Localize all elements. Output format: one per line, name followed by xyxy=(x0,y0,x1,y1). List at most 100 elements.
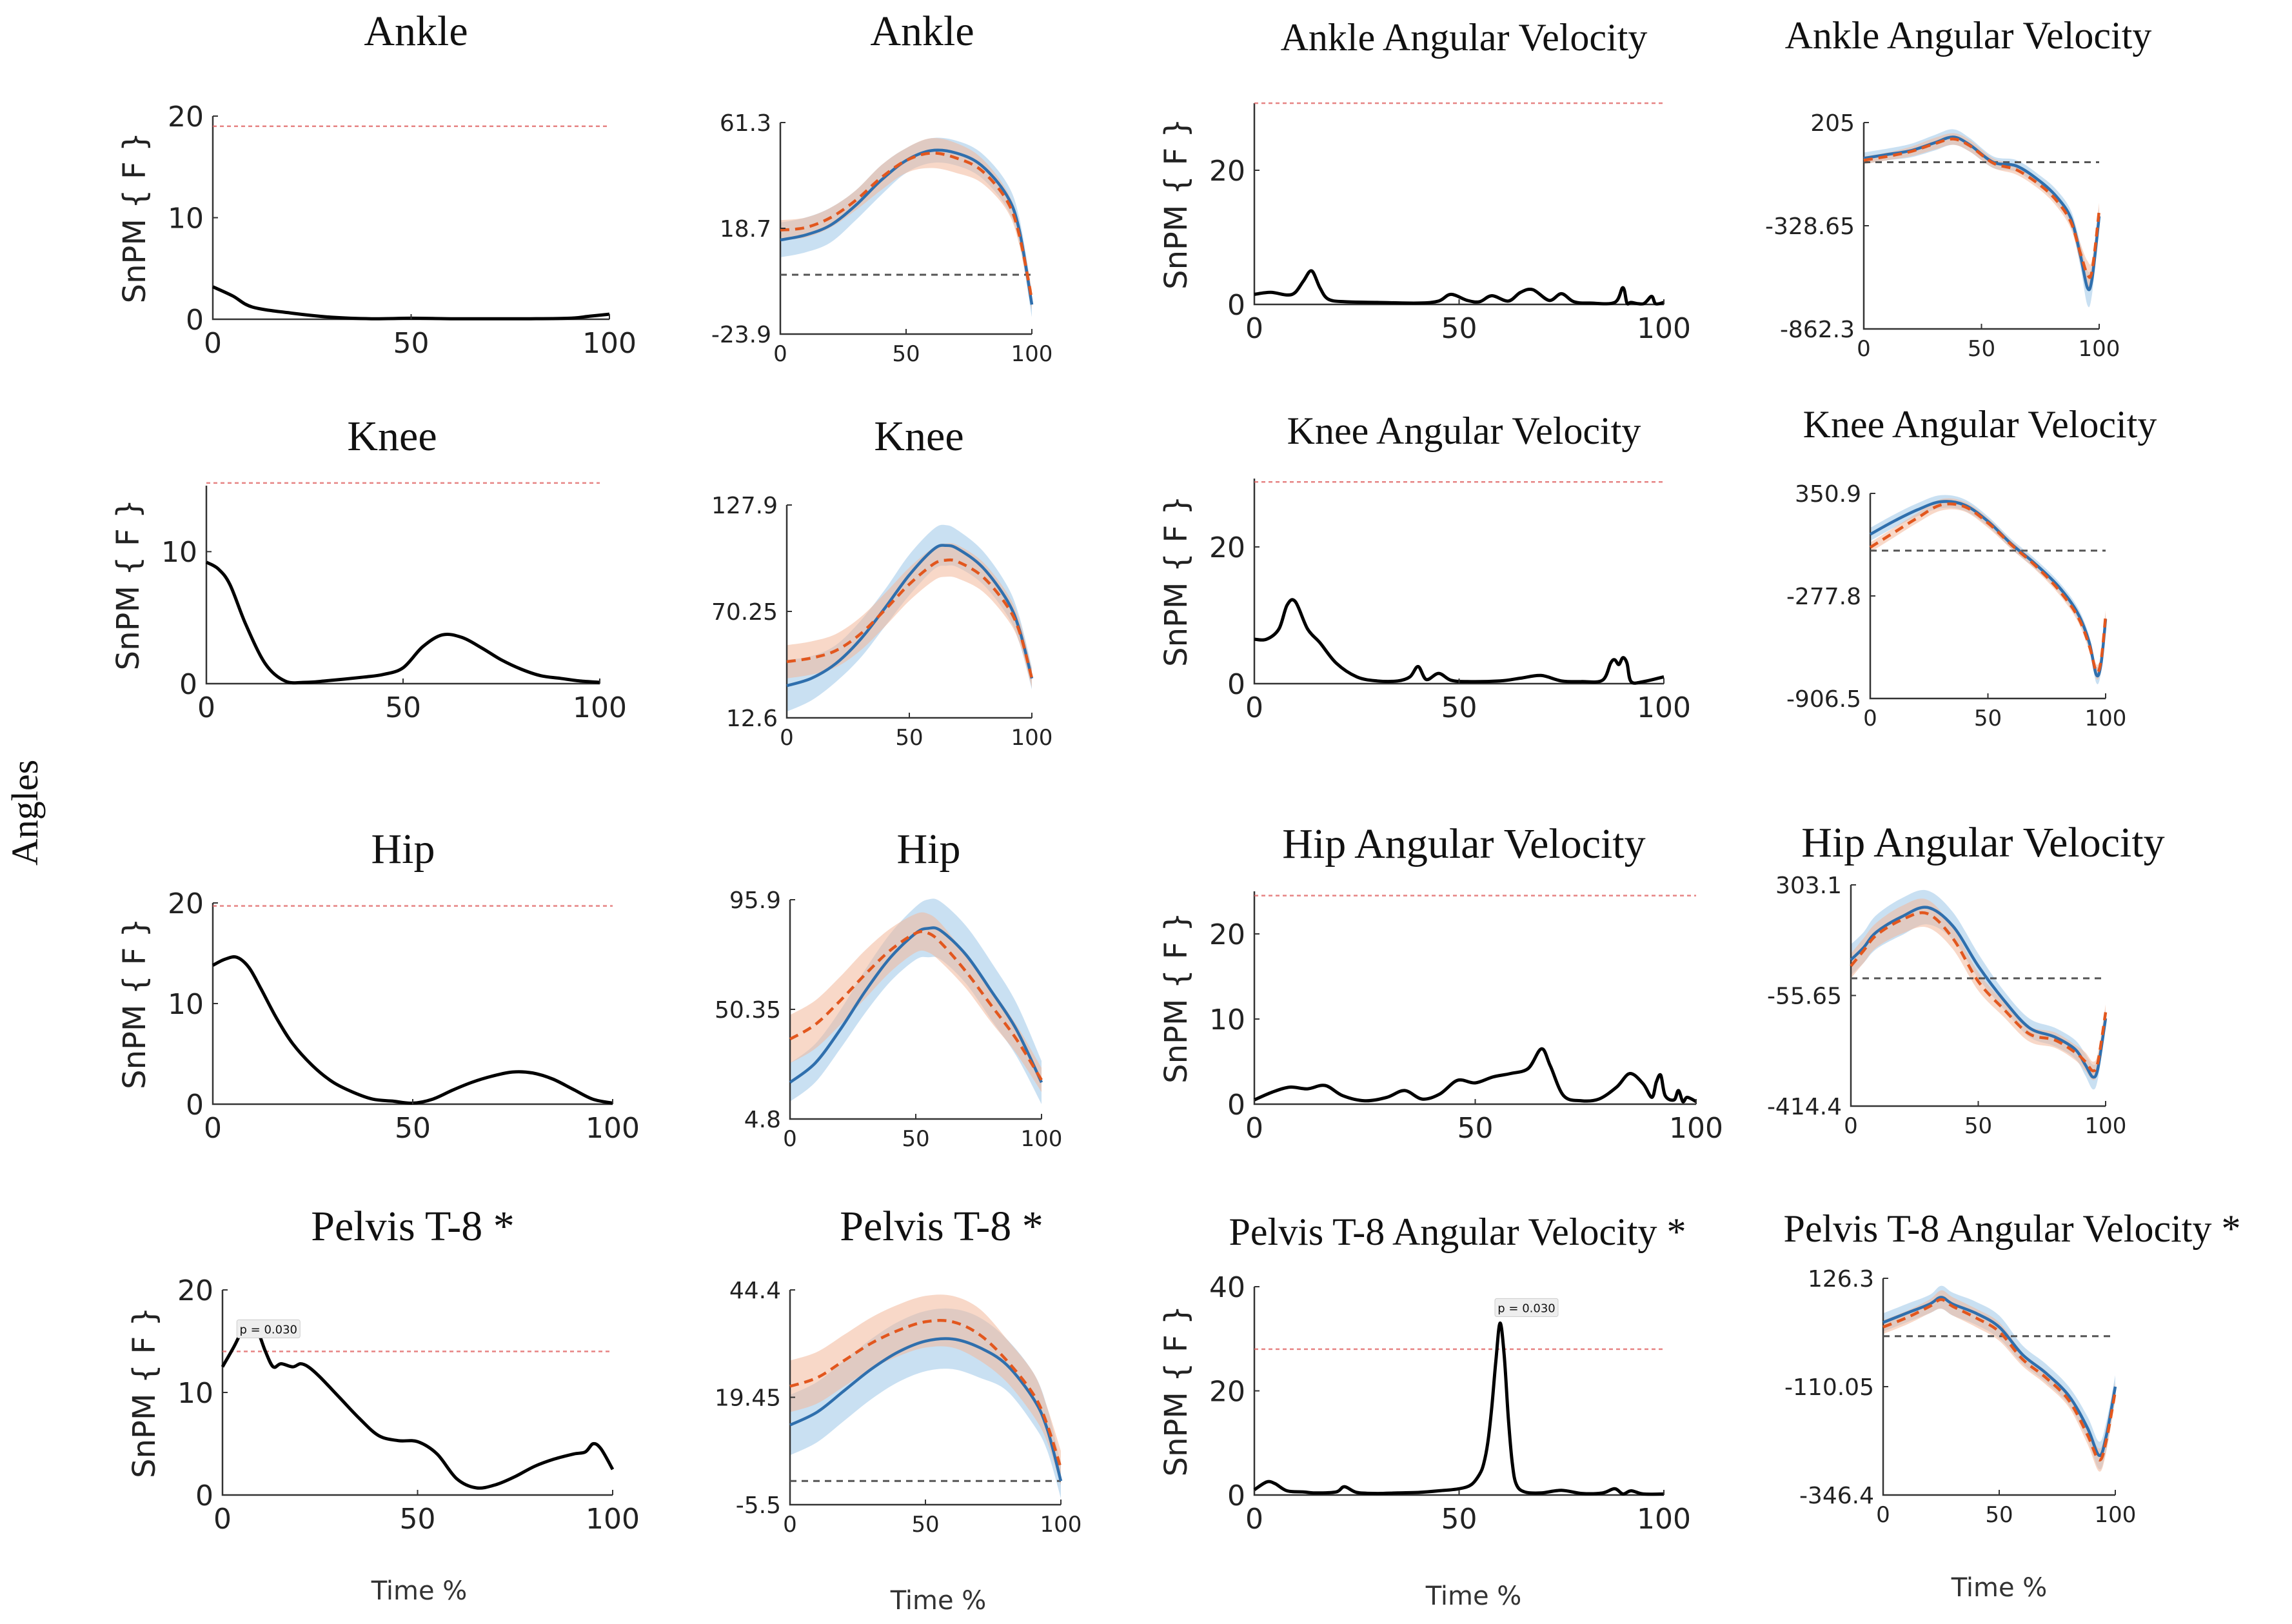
panel-title: Knee Angular Velocity xyxy=(1803,403,2157,446)
panel-mean-ankle: Ankle 0 50 100 -23.9 18.7 61.3 xyxy=(711,8,1053,367)
panel-snpm-ankle-vel: Ankle Angular Velocity 0 50 100 0 20 SnPM { F … xyxy=(1158,16,1691,345)
mean-line-orange xyxy=(1869,502,2108,674)
x-tick-label: 100 xyxy=(2085,706,2127,731)
mean-line-orange xyxy=(1850,911,2108,1073)
x-tick-label: 50 xyxy=(395,1112,431,1145)
panel-snpm-knee-vel: Knee Angular Velocity 0 50 100 0 20 SnPM { F } xyxy=(1158,410,1691,724)
y-tick-label: 44.4 xyxy=(729,1278,781,1304)
panel-title: Pelvis T-8 Angular Velocity * xyxy=(1229,1211,1686,1253)
panel-title: Pelvis T-8 * xyxy=(840,1203,1043,1250)
y-tick-label: 350.9 xyxy=(1795,481,1861,508)
y-tick-label: -906.5 xyxy=(1786,686,1861,713)
x-tick-label: 0 xyxy=(204,327,222,360)
y-tick-label: 20 xyxy=(177,1274,213,1307)
xlabel-col2: Time % xyxy=(890,1586,987,1616)
x-tick-label: 100 xyxy=(1040,1512,1082,1538)
x-tick-label: 0 xyxy=(783,1512,797,1538)
y-tick-label: 0 xyxy=(186,304,204,337)
y-tick-label: 303.1 xyxy=(1775,873,1842,899)
y-tick-label: 20 xyxy=(1209,155,1245,188)
panel-title: Knee Angular Velocity xyxy=(1287,410,1641,452)
x-tick-label: 50 xyxy=(911,1512,939,1538)
x-tick-label: 100 xyxy=(1011,341,1053,367)
x-tick-label: 0 xyxy=(1857,336,1871,362)
y-tick-label: 10 xyxy=(1209,1004,1245,1036)
mean-line-blue xyxy=(789,926,1043,1084)
x-tick-label: 50 xyxy=(902,1126,929,1152)
panel-title: Hip Angular Velocity xyxy=(1282,820,1645,867)
y-tick-label: 10 xyxy=(168,202,204,235)
y-tick-label: 0 xyxy=(195,1480,213,1512)
panel-mean-pelvis: Pelvis T-8 * 0 50 100 -5.5 19.45 44.4 xyxy=(715,1203,1082,1538)
x-tick-label: 0 xyxy=(1876,1502,1890,1528)
x-tick-label: 100 xyxy=(586,1503,640,1536)
y-tick-label: -110.05 xyxy=(1784,1374,1874,1401)
x-tick-label: 0 xyxy=(204,1112,222,1145)
panel-snpm-pelvis-vel: Pelvis T-8 Angular Velocity * p = 0.030 0 5… xyxy=(1158,1211,1691,1536)
x-tick-label: 100 xyxy=(2085,1113,2127,1139)
y-axis-label: SnPM { F } xyxy=(117,918,153,1089)
band-orange xyxy=(790,1294,1061,1485)
y-tick-label: 95.9 xyxy=(729,887,781,914)
x-tick-label: 0 xyxy=(213,1503,232,1536)
x-tick-label: 0 xyxy=(1863,706,1877,731)
axes xyxy=(1253,479,1664,685)
y-tick-label: 50.35 xyxy=(715,997,781,1024)
y-tick-label: 0 xyxy=(1227,1089,1245,1122)
x-tick-label: 50 xyxy=(1968,336,1995,362)
axes xyxy=(205,486,600,685)
panel-snpm-pelvis: Pelvis T-8 * p = 0.030 0 50 100 0 10 20 SnPM { F… xyxy=(126,1203,640,1536)
mean-line-orange xyxy=(786,558,1034,679)
mean-line-orange xyxy=(780,152,1034,300)
y-tick-label: 0 xyxy=(179,668,197,701)
panel-mean-knee-vel: Knee Angular Velocity 0 50 100 -906.5 -277.8 3… xyxy=(1786,403,2157,731)
xlabel-col3: Time % xyxy=(1425,1581,1522,1611)
p-value-label: p = 0.030 xyxy=(1497,1302,1555,1315)
x-tick-label: 100 xyxy=(1637,312,1691,345)
y-tick-label: 20 xyxy=(168,887,204,920)
panel-snpm-knee: Knee 0 50 100 0 10 SnPM { F } xyxy=(110,413,627,724)
band-orange xyxy=(1851,898,2106,1080)
panel-title: Pelvis T-8 Angular Velocity * xyxy=(1784,1207,2241,1250)
y-tick-label: 10 xyxy=(177,1377,213,1410)
panel-title: Knee xyxy=(874,413,963,460)
xlabel-col4: Time % xyxy=(1951,1573,2048,1603)
y-tick-label: -55.65 xyxy=(1767,983,1842,1009)
y-axis-label: SnPM { F } xyxy=(1158,118,1194,290)
snpm-line xyxy=(1254,598,1665,685)
y-tick-label: 126.3 xyxy=(1808,1266,1874,1292)
snpm-line xyxy=(1253,1321,1665,1496)
x-tick-label: 0 xyxy=(197,691,215,724)
y-axis-label: SnPM { F } xyxy=(1158,495,1194,667)
x-tick-label: 50 xyxy=(1457,1112,1494,1145)
mean-line-blue xyxy=(789,1337,1063,1481)
snpm-line xyxy=(1253,1047,1697,1104)
y-axis-label: SnPM { F } xyxy=(1158,912,1194,1084)
y-tick-label: -414.4 xyxy=(1767,1094,1842,1120)
xlabel-col1: Time % xyxy=(371,1576,468,1606)
mean-line-orange xyxy=(1882,1298,2117,1461)
y-tick-label: 0 xyxy=(1227,668,1245,701)
axes xyxy=(1253,1287,1664,1496)
panel-snpm-ankle: Ankle 0 50 100 0 10 20 SnPM { F } xyxy=(117,8,637,360)
x-tick-label: 0 xyxy=(780,725,794,751)
mean-line-orange xyxy=(789,1319,1063,1469)
panel-title: Pelvis T-8 * xyxy=(311,1203,514,1250)
y-tick-label: 0 xyxy=(1227,1480,1245,1512)
x-tick-label: 50 xyxy=(385,691,421,724)
x-tick-label: 50 xyxy=(1974,706,2002,731)
panel-title: Hip xyxy=(897,826,961,873)
panel-title: Knee xyxy=(347,413,437,460)
y-tick-label: 10 xyxy=(168,988,204,1021)
x-tick-label: 50 xyxy=(1441,312,1477,345)
snpm-line xyxy=(221,1321,615,1490)
y-axis-label: SnPM { F } xyxy=(1158,1305,1194,1477)
y-tick-label: 10 xyxy=(161,536,197,569)
x-tick-label: 100 xyxy=(1637,691,1691,724)
y-tick-label: -5.5 xyxy=(736,1492,781,1519)
x-tick-label: 50 xyxy=(892,341,920,367)
y-tick-label: -346.4 xyxy=(1799,1483,1874,1509)
x-tick-label: 0 xyxy=(1245,312,1263,345)
panel-mean-hip: Hip 0 50 100 4.8 50.35 95.9 xyxy=(715,826,1063,1152)
